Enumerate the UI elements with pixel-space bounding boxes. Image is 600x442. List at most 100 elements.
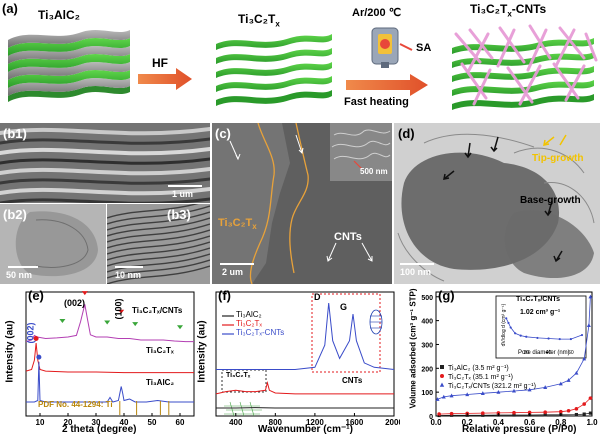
- b1-scale-bar: [168, 185, 202, 187]
- ti3c2tx-title-main: Ti₃C₂T: [238, 12, 275, 26]
- xrd-xtick-label-0: 10: [36, 418, 45, 427]
- bet-point-1-8: [559, 410, 563, 414]
- bet-xtick-label-5: 1.0: [586, 418, 598, 427]
- xrd-peak-002-blue: (002): [26, 322, 36, 343]
- panel-b2-tem-image: (b2) 50 nm: [0, 204, 106, 284]
- b3-scale-label: 10 nm: [115, 270, 141, 280]
- ti3c2tx-cnts-title-main: Ti₃C₂T: [470, 2, 507, 16]
- ti3alc2-stack: [8, 30, 130, 102]
- bet-ytick-label-5: 500: [421, 295, 433, 302]
- d-tip-growth-label: Tip-growth: [532, 153, 583, 164]
- bet-inset-point-3: [514, 332, 516, 334]
- bet-legend-marker-0: [440, 365, 444, 369]
- c-scale-label: 2 um: [222, 267, 243, 277]
- bet-inset-point-7: [547, 337, 549, 339]
- xrd-circle-marker-0: [36, 355, 41, 360]
- ti3c2tx-sheets: [216, 34, 332, 106]
- ti3c2tx-title-sub: x: [275, 19, 279, 28]
- bet-point-0-10: [583, 412, 586, 415]
- d-scale-label: 100 nm: [400, 267, 431, 277]
- c-scale-bar: [220, 263, 254, 265]
- raman-xtick-label-0: 400: [229, 418, 243, 427]
- raman-legend-1: Ti₃C₂Tₓ: [236, 319, 262, 328]
- bet-inset-point-10: [581, 334, 583, 336]
- bet-inset-point-9: [570, 338, 572, 340]
- panel-b3-hrtem-image: (b3) 10 nm: [107, 204, 210, 284]
- c-material-label-sub: x: [252, 222, 256, 231]
- bet-ytick-label-1: 100: [421, 390, 433, 397]
- panel-f-label: (f): [218, 288, 231, 303]
- panel-d-tem-image: (d) Tip-growth Base-growth 100 nm: [394, 123, 600, 284]
- bet-point-1-3: [481, 411, 485, 415]
- bet-inset-point-2: [510, 326, 512, 328]
- c-inset-scale-label: 500 nm: [360, 167, 388, 176]
- c-texture: [212, 123, 392, 284]
- ti3c2tx-cnts-title-suffix: -CNTs: [512, 2, 546, 16]
- b1-scale-label: 1 um: [172, 189, 193, 199]
- bet-inset-point-8: [559, 338, 561, 340]
- fast-heating-arrow: [346, 74, 428, 96]
- bet-legend-1: Ti₃C₂Tₓ (35.1 m² g⁻¹): [448, 373, 513, 381]
- bet-inset-value: 1.02 cm³ g⁻¹: [520, 308, 560, 316]
- bet-ytick-label-0: 0: [429, 414, 433, 421]
- bet-point-1-11: [582, 402, 586, 406]
- raman-box-mxene-label: Ti₃C₂Tₓ: [226, 372, 250, 379]
- d-base-growth-label: Base-growth: [520, 195, 581, 206]
- bet-point-1-7: [543, 410, 547, 414]
- raman-chart-svg: 400800120016002000: [200, 286, 400, 437]
- raman-legend-2: Ti₃C₂Tₓ-CNTs: [236, 328, 284, 337]
- raman-xtick-label-4: 2000: [385, 418, 400, 427]
- d-scale-bar: [400, 263, 434, 265]
- bet-ytick-label-3: 300: [421, 342, 433, 349]
- panel-b2-label: (b2): [3, 207, 27, 222]
- bet-ylabel: Volume adsorbed (cm³ g⁻¹ STP): [409, 284, 418, 414]
- ti3c2tx-title: Ti₃C₂Tx: [238, 12, 280, 28]
- bet-ytick-label-4: 400: [421, 319, 433, 326]
- raman-legend-0: Ti₃AlC₂: [236, 310, 262, 319]
- panel-a-label: (a): [2, 1, 18, 16]
- bet-inset-point-6: [536, 337, 538, 339]
- bet-point-0-9: [575, 413, 578, 416]
- panel-a: (a) Ti₃AlC₂ HF Ti₃C₂Tx Ar/200 ℃ SA Fast …: [0, 0, 600, 122]
- panel-b3-label: (b3): [167, 207, 191, 222]
- ti3c2tx-cnts-composite: [452, 26, 596, 110]
- bet-legend-2: Ti₃C₂Tₓ/CNTs (321.2 m² g⁻¹): [448, 382, 536, 390]
- bet-inset-point-1: [507, 322, 509, 324]
- bet-legend-0: Ti₃AlC₂ (3.5 m² g⁻¹): [448, 364, 509, 372]
- c-cnts-label: CNTs: [334, 231, 362, 243]
- ti3alc2-title: Ti₃AlC₂: [38, 8, 80, 22]
- panel-d-label: (d): [398, 126, 415, 141]
- sa-label: SA: [416, 42, 431, 54]
- panel-e-label: (e): [28, 288, 44, 303]
- xrd-xtick-label-4: 50: [148, 418, 157, 427]
- panel-g-label: (g): [438, 288, 455, 303]
- raman-peak-d: D: [314, 292, 321, 302]
- raman-peak-g: G: [340, 302, 347, 312]
- bet-legend-marker-1: [440, 374, 444, 378]
- bet-xlabel: Relative pressure (P/P0): [462, 424, 577, 435]
- furnace-icon: [372, 28, 412, 68]
- xrd-ylabel: Intensity (au): [5, 312, 16, 392]
- xrd-peak-002: (002): [64, 298, 85, 308]
- panel-b1-label: (b1): [3, 126, 27, 141]
- b2-scale-bar: [8, 266, 38, 268]
- bet-inset-title: Ti₃C₂Tₓ/CNTs: [516, 296, 560, 303]
- ti3c2tx-cnts-title: Ti₃C₂Tx-CNTs: [470, 2, 546, 18]
- bet-point-1-0: [437, 412, 441, 416]
- xrd-series-mid-label: Ti₃C₂Tₓ: [146, 346, 174, 355]
- hf-label: HF: [152, 56, 168, 70]
- b2-scale-label: 50 nm: [6, 270, 32, 280]
- c-material-label-main: Ti₃C₂T: [218, 217, 252, 229]
- bet-inset-frame: [496, 296, 586, 358]
- panel-b1-sem-image: (b1) 1 um: [0, 123, 210, 203]
- c-material-label: Ti₃C₂Tx: [218, 217, 257, 231]
- xrd-xtick-label-5: 60: [176, 418, 185, 427]
- panel-c-sem-image: (c) 500 nm Ti₃C₂Tx CNTs 2 um: [212, 123, 392, 284]
- raman-ylabel: Intensity (au): [197, 312, 208, 392]
- bet-point-1-5: [512, 411, 516, 415]
- fast-heating-label: Fast heating: [344, 96, 409, 108]
- xrd-pdf-label: PDF No. 44-1294: Ti: [38, 400, 113, 409]
- bet-point-1-1: [450, 412, 454, 416]
